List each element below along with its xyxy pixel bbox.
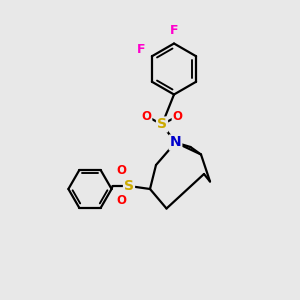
Text: O: O (116, 194, 127, 208)
Text: O: O (141, 110, 152, 123)
Text: S: S (157, 118, 167, 131)
Text: S: S (124, 179, 134, 193)
Text: N: N (170, 136, 181, 149)
Text: F: F (137, 44, 145, 56)
Text: F: F (170, 24, 178, 38)
Text: O: O (172, 110, 183, 123)
Text: O: O (116, 164, 127, 178)
